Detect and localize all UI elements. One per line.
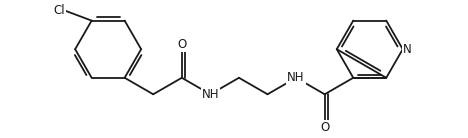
- Text: Cl: Cl: [54, 4, 65, 17]
- Text: NH: NH: [287, 71, 305, 84]
- Text: O: O: [177, 38, 186, 51]
- Text: O: O: [320, 121, 329, 134]
- Text: NH: NH: [202, 88, 219, 101]
- Text: N: N: [403, 43, 411, 56]
